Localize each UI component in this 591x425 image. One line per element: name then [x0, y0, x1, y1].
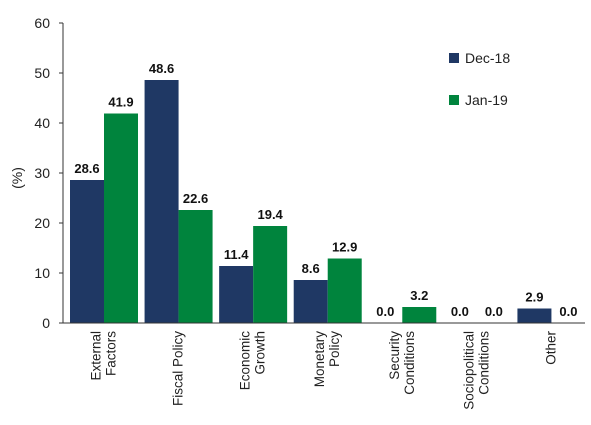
legend-label: Jan-19	[465, 92, 508, 108]
data-label: 0.0	[485, 304, 503, 319]
data-label: 11.4	[224, 247, 249, 262]
bar-jan-19-3	[327, 258, 362, 323]
category-label-line: Fiscal Policy	[171, 331, 186, 406]
bars	[70, 80, 552, 323]
y-tick-label: 20	[34, 215, 50, 231]
category-label-line: Growth	[253, 331, 268, 375]
data-label: 3.2	[410, 288, 428, 303]
category-label-line: Economic	[238, 331, 253, 391]
data-label: 0.0	[451, 304, 469, 319]
data-label: 12.9	[332, 240, 357, 255]
y-axis-label: (%)	[9, 167, 25, 189]
category-label-line: Other	[543, 330, 558, 364]
category-label-line: Conditions	[476, 331, 491, 395]
y-tick-label: 50	[34, 65, 50, 81]
category-label-line: Monetary	[312, 331, 327, 388]
category-label-line: Security	[387, 331, 402, 380]
data-labels: 28.6 41.9 48.6 22.6 11.4 19.4 8.6 12.9 0.0 3.2 0.0…	[74, 61, 577, 319]
y-tick-label: 60	[34, 15, 50, 31]
category-label-line: Policy	[327, 331, 342, 367]
data-label: 41.9	[108, 95, 133, 110]
bar-jan-19-0	[104, 113, 138, 323]
category-label: Fiscal Policy	[171, 331, 186, 406]
category-label-line: Sociopolitical	[461, 331, 476, 410]
data-label: 28.6	[74, 161, 99, 176]
category-label: ExternalFactors	[89, 331, 119, 381]
bar-dec-18-1	[144, 80, 179, 323]
data-label: 19.4	[257, 207, 283, 222]
category-label: SecurityConditions	[387, 331, 417, 395]
data-label: 8.6	[302, 261, 320, 276]
bar-dec-18-6	[517, 308, 552, 323]
x-axis: ExternalFactors Fiscal Policy EconomicGrow…	[63, 322, 585, 410]
data-label: 22.6	[183, 191, 208, 206]
bar-dec-18-3	[293, 280, 328, 323]
data-label: 48.6	[149, 61, 174, 76]
bar-jan-19-2	[253, 226, 288, 323]
y-tick-label: 30	[34, 165, 50, 181]
y-tick-label: 0	[42, 315, 50, 331]
y-tick-label: 10	[34, 265, 50, 281]
legend-swatch-jan-19	[449, 95, 459, 105]
bar-jan-19-1	[178, 210, 213, 323]
bar-dec-18-2	[219, 266, 254, 323]
bar-dec-18-0	[70, 180, 104, 323]
bar-jan-19-4	[402, 307, 437, 323]
data-label: 0.0	[376, 304, 394, 319]
category-label: SociopoliticalConditions	[461, 331, 491, 410]
legend-swatch-dec-18	[449, 53, 459, 63]
data-label: 0.0	[559, 304, 577, 319]
category-label-line: Conditions	[402, 331, 417, 395]
data-label: 2.9	[525, 290, 543, 305]
y-axis: 0 10 20 30 40 50 60	[34, 15, 64, 331]
category-label: MonetaryPolicy	[312, 331, 342, 388]
legend: Dec-18 Jan-19	[449, 50, 510, 108]
legend-label: Dec-18	[465, 50, 510, 66]
category-label-line: External	[89, 331, 104, 381]
y-tick-label: 40	[34, 115, 50, 131]
category-label: Other	[543, 330, 558, 364]
category-label-line: Factors	[104, 331, 119, 376]
category-label: EconomicGrowth	[238, 331, 268, 391]
